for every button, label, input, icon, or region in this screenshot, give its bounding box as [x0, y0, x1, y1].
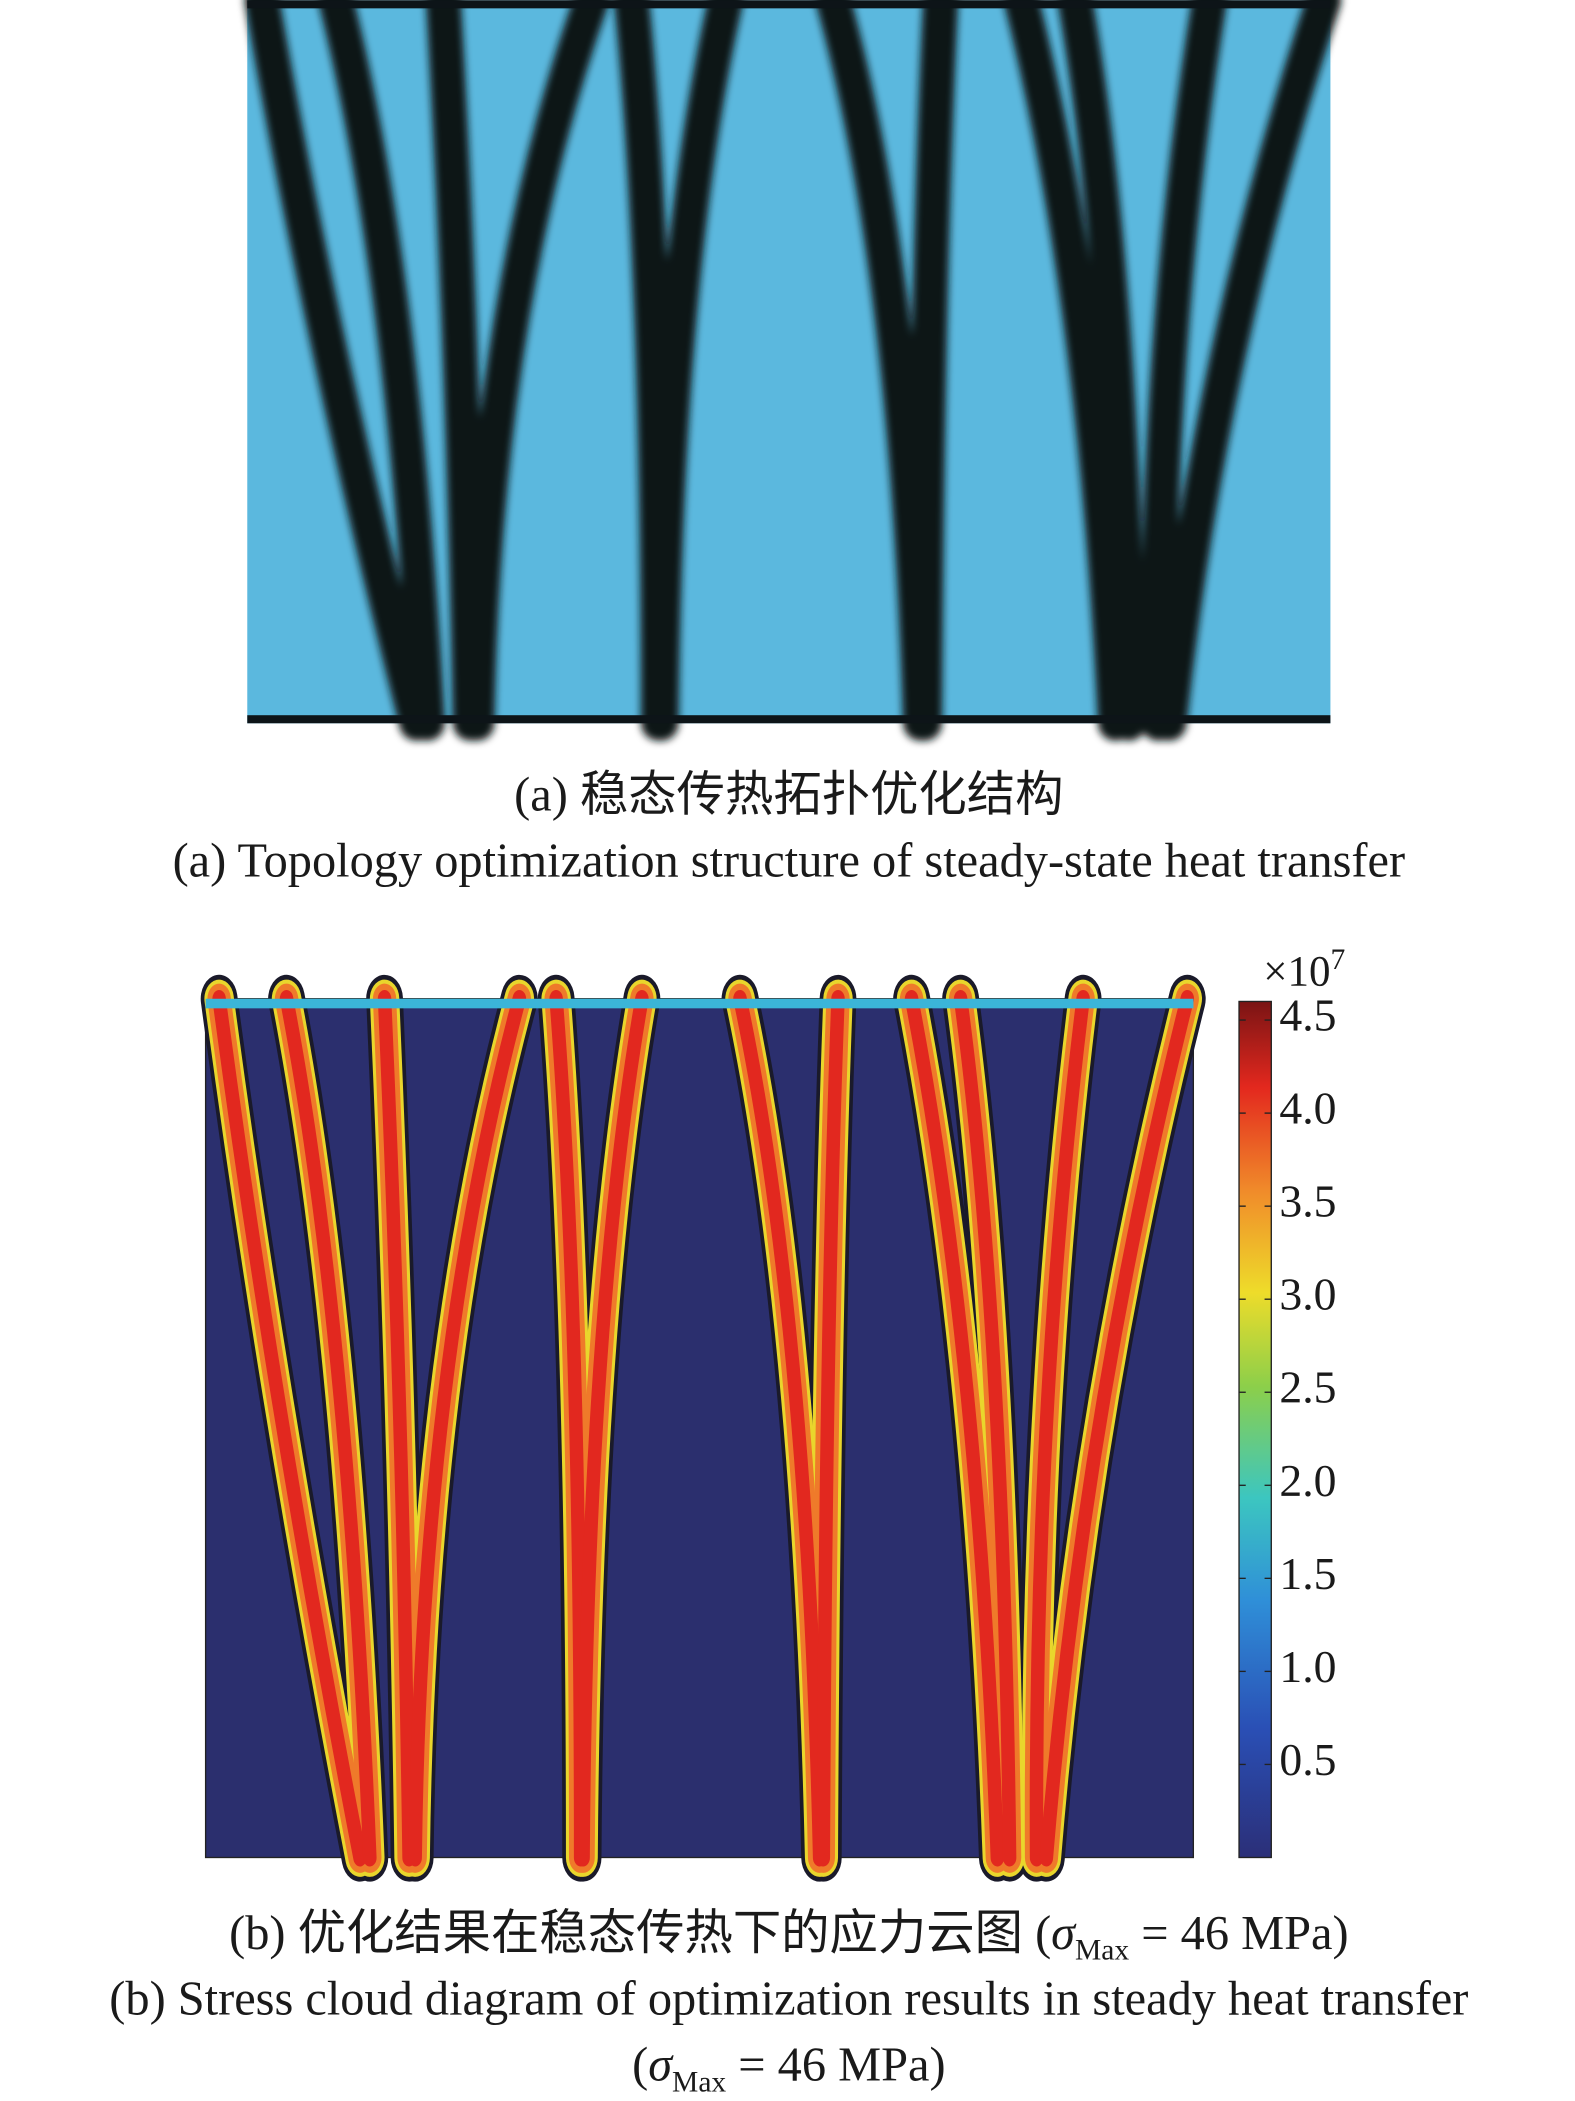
symbol: σ: [648, 2039, 674, 2092]
caption-b-en: (b) Stress cloud diagram of optimization…: [109, 1973, 1468, 2026]
exponent: 7: [1330, 944, 1345, 976]
subscript: Max: [1075, 1935, 1129, 1967]
top-edge: [247, 0, 1331, 9]
caption-b-en-2: (σMax = 46 MPa): [632, 2039, 946, 2099]
caption-a-zh: (a) 稳态传热拓扑优化结构: [514, 769, 1063, 822]
caption-b-zh: (b) 优化结果在稳态传热下的应力云图 (σMax = 46 MPa): [229, 1907, 1348, 1967]
colorbar-tick-label: 0.5: [1279, 1734, 1336, 1785]
subscript: Max: [672, 2066, 726, 2098]
colorbar: [1238, 1000, 1272, 1859]
caption-text: (b) 优化结果在稳态传热下的应力云图 (: [229, 1907, 1051, 1960]
caption-open: (: [632, 2039, 648, 2092]
colorbar-tick-label: 2.0: [1279, 1455, 1336, 1506]
colorbar-multiplier: ×107: [1263, 944, 1345, 995]
colorbar-tick-label: 1.0: [1279, 1641, 1336, 1692]
colorbar-tick-label: 3.5: [1279, 1176, 1336, 1227]
caption-rest: = 46 MPa): [726, 2039, 945, 2092]
caption-rest: = 46 MPa): [1129, 1907, 1348, 1960]
colorbar-tick-label: 4.0: [1279, 1083, 1336, 1134]
panel-a: [247, 0, 1330, 723]
colorbar-tick-label: 3.0: [1279, 1269, 1336, 1320]
stress-field: [206, 999, 1194, 1858]
colorbar-tick-label: 1.5: [1279, 1548, 1336, 1599]
bottom-edge: [247, 715, 1331, 724]
caption-a-en: (a) Topology optimization structure of s…: [173, 834, 1406, 887]
colorbar-tick-label: 4.5: [1279, 990, 1336, 1041]
multiplier: ×10: [1263, 948, 1330, 995]
symbol: σ: [1051, 1907, 1077, 1960]
colorbar-tick-label: 2.5: [1279, 1362, 1336, 1413]
panel-b: [206, 999, 1194, 1858]
